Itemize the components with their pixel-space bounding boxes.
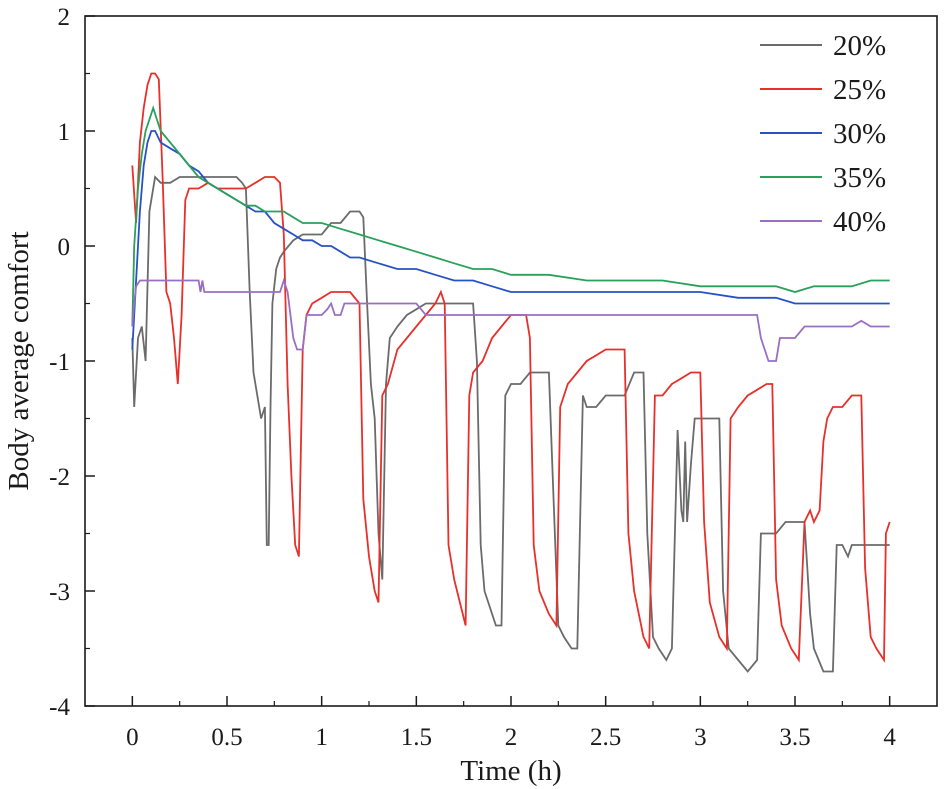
series-layer — [131, 72, 891, 673]
x-tick-label: 2.5 — [590, 724, 621, 751]
legend-label-3: 35% — [833, 162, 886, 194]
legend-label-0: 20% — [833, 30, 886, 62]
series-line-1 — [131, 72, 891, 663]
x-axis-title: Time (h) — [460, 755, 561, 787]
y-tick-label: 0 — [58, 234, 71, 261]
legend-label-2: 30% — [833, 118, 886, 150]
x-tick-label: 0.5 — [211, 724, 242, 751]
series-line-3 — [131, 105, 890, 327]
y-axis: -4 -3 -2 -1 0 1 2 — [49, 4, 95, 721]
series-line-4 — [131, 277, 890, 362]
series-line-0 — [131, 175, 890, 673]
x-tick-label: 3 — [694, 724, 707, 751]
y-tick-label: -4 — [49, 694, 70, 721]
x-tick-label: 3.5 — [779, 724, 810, 751]
legend-label-4: 40% — [833, 206, 886, 238]
y-tick-label: -3 — [49, 579, 70, 606]
x-tick-label: 1 — [315, 724, 328, 751]
x-tick-label: 4 — [883, 724, 896, 751]
legend: 20% 25% 30% 35% 40% — [760, 30, 886, 238]
y-axis-title: Body average comfort — [3, 231, 35, 490]
y-tick-label: -1 — [49, 349, 70, 376]
x-tick-label: 1.5 — [401, 724, 432, 751]
series-line-2 — [131, 130, 890, 350]
y-tick-label: 1 — [58, 119, 71, 146]
y-tick-label: -2 — [49, 464, 70, 491]
x-tick-label: 2 — [505, 724, 518, 751]
legend-label-1: 25% — [833, 74, 886, 106]
x-axis: 0 0.5 1 1.5 2 2.5 3 3.5 4 — [126, 696, 896, 751]
x-tick-label: 0 — [126, 724, 139, 751]
y-tick-label: 2 — [58, 4, 71, 31]
